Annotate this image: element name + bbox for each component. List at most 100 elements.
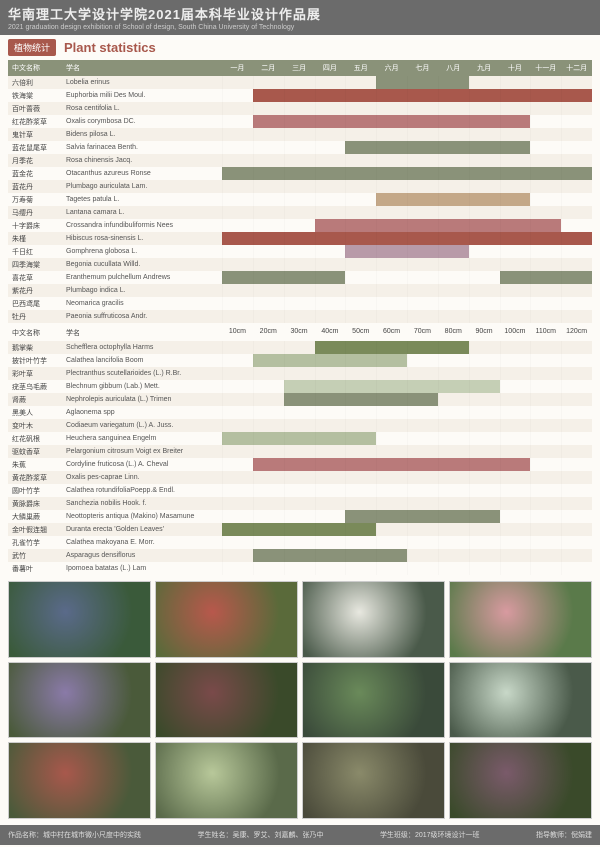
bar-cell — [315, 232, 346, 245]
bar-cell — [345, 128, 376, 141]
bar-cell — [345, 497, 376, 510]
bar-cell — [500, 258, 531, 271]
plant-row: 蓝花鼠尾草Salvia farinacea Benth. — [8, 141, 592, 154]
plant-cn-name: 六倍利 — [8, 76, 62, 89]
bar-cell — [315, 497, 346, 510]
bar-cell — [561, 193, 592, 206]
bar-cell — [561, 284, 592, 297]
plant-cn-name: 马缨丹 — [8, 206, 62, 219]
bar-cell — [376, 341, 407, 354]
bar-cell — [469, 141, 500, 154]
plant-row: 彩叶草Plectranthus scutellarioides (L.) R.B… — [8, 367, 592, 380]
bar-cell — [376, 310, 407, 323]
bar-cell — [530, 341, 561, 354]
plant-photo — [449, 581, 592, 658]
bar-cell — [530, 232, 561, 245]
bar-cell — [407, 536, 438, 549]
bar-cell — [284, 484, 315, 497]
bar-cell — [253, 471, 284, 484]
bar-cell — [222, 406, 253, 419]
bar-cell — [500, 141, 531, 154]
bar-cell — [376, 167, 407, 180]
bar-cell — [530, 562, 561, 575]
bar-cell — [438, 245, 469, 258]
bar-cell — [253, 367, 284, 380]
bar-cell — [284, 510, 315, 523]
bar-cell — [561, 562, 592, 575]
bar-cell — [407, 180, 438, 193]
bar-cell — [284, 310, 315, 323]
bar-cell — [284, 445, 315, 458]
bar-cell — [438, 432, 469, 445]
bar-cell — [530, 102, 561, 115]
plant-latin-name: Eranthemum pulchellum Andrews — [62, 271, 222, 284]
bar-cell — [376, 206, 407, 219]
bar-cell — [500, 154, 531, 167]
bar-cell — [438, 167, 469, 180]
bar-cell — [284, 562, 315, 575]
bar-cell — [561, 219, 592, 232]
bar-cell — [438, 406, 469, 419]
title-en: 2021 graduation design exhibition of Sch… — [8, 24, 592, 31]
bar-cell — [345, 510, 376, 523]
bar-cell — [376, 258, 407, 271]
bar-cell — [438, 393, 469, 406]
plant-photo — [155, 662, 298, 739]
bar-cell — [500, 102, 531, 115]
plant-cn-name: 圆叶竹芋 — [8, 484, 62, 497]
plant-latin-name: Calathea lancifolia Boom — [62, 354, 222, 367]
plant-row: 番薯叶Ipomoea batatas (L.) Lam — [8, 562, 592, 575]
bar-cell — [253, 380, 284, 393]
plant-row: 红花矾根Heuchera sanguinea Engelm — [8, 432, 592, 445]
bar-cell — [500, 432, 531, 445]
bar-cell — [530, 154, 561, 167]
plant-cn-name: 鬼针草 — [8, 128, 62, 141]
bar-cell — [253, 154, 284, 167]
bar-cell — [253, 341, 284, 354]
bar-cell — [469, 536, 500, 549]
bar-cell — [530, 497, 561, 510]
plant-cn-name: 蓝花丹 — [8, 180, 62, 193]
plant-latin-name: Calathea makoyana E. Morr. — [62, 536, 222, 549]
bar-cell — [438, 193, 469, 206]
bar-cell — [345, 310, 376, 323]
bar-cell — [438, 206, 469, 219]
bar-cell — [376, 458, 407, 471]
plant-latin-name: Asparagus densiflorus — [62, 549, 222, 562]
bar-cell — [345, 232, 376, 245]
bar-cell — [315, 471, 346, 484]
bar-cell — [407, 406, 438, 419]
bar-cell — [315, 271, 346, 284]
plant-cn-name: 十字爵床 — [8, 219, 62, 232]
bar-cell — [376, 219, 407, 232]
bar-cell — [253, 206, 284, 219]
bar-cell — [284, 367, 315, 380]
bar-cell — [407, 271, 438, 284]
bar-cell — [345, 115, 376, 128]
bar-cell — [530, 471, 561, 484]
bar-cell — [530, 367, 561, 380]
bar-cell — [407, 102, 438, 115]
bar-cell — [438, 562, 469, 575]
bar-cell — [500, 471, 531, 484]
bar-cell — [253, 76, 284, 89]
bar-cell — [561, 245, 592, 258]
bar-cell — [530, 76, 561, 89]
plant-photo — [302, 662, 445, 739]
bar-cell — [315, 510, 346, 523]
bar-cell — [376, 432, 407, 445]
bar-cell — [222, 549, 253, 562]
bar-cell — [376, 536, 407, 549]
bar-cell — [222, 167, 253, 180]
bar-cell — [376, 193, 407, 206]
bar-cell — [222, 193, 253, 206]
bar-cell — [438, 76, 469, 89]
bar-cell — [469, 193, 500, 206]
bar-cell — [345, 523, 376, 536]
plant-row: 喜花草Eranthemum pulchellum Andrews — [8, 271, 592, 284]
bar-cell — [561, 141, 592, 154]
plant-row: 武竹Asparagus densiflorus — [8, 549, 592, 562]
bar-cell — [530, 297, 561, 310]
bar-cell — [376, 445, 407, 458]
bar-cell — [222, 393, 253, 406]
